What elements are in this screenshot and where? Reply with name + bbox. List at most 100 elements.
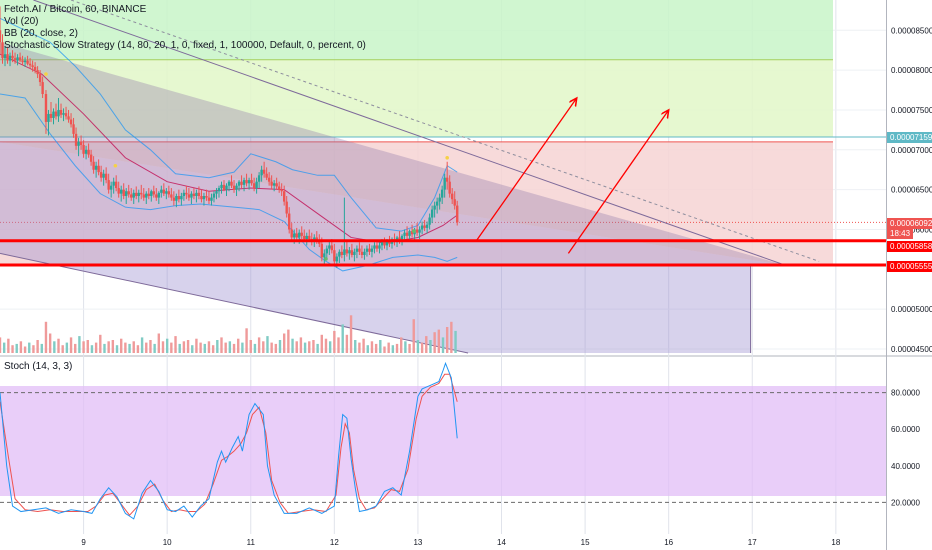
volume-bar — [337, 337, 340, 353]
volume-bars — [0, 315, 457, 353]
candle-body — [23, 60, 27, 63]
candle-body — [165, 191, 168, 194]
volume-legend[interactable]: Vol (20) — [4, 16, 39, 27]
candle-body — [114, 181, 118, 189]
candle-body — [31, 65, 34, 67]
volume-bar — [99, 334, 102, 353]
time-axis-label: 11 — [247, 538, 256, 547]
bb-legend[interactable]: BB (20, close, 2) — [4, 28, 78, 39]
volume-bar — [445, 327, 449, 353]
candle-body — [122, 189, 125, 197]
volume-bar — [82, 341, 85, 353]
volume-bar — [312, 340, 315, 353]
candle-body — [175, 196, 178, 201]
volume-bar — [420, 342, 424, 353]
time-axis-label: 10 — [163, 538, 172, 547]
stoch-axis-label: 40.0000 — [891, 462, 920, 471]
candle-body — [205, 196, 208, 198]
candle-body — [438, 197, 441, 202]
stoch-axis-label: 60.0000 — [891, 425, 920, 434]
candle-body — [152, 191, 155, 195]
volume-bar — [245, 328, 248, 353]
candle-body — [210, 197, 213, 201]
volume-bar — [274, 343, 278, 353]
volume-bar — [107, 341, 110, 353]
volume-bar — [429, 340, 432, 353]
candle-body — [200, 196, 203, 200]
volume-bar — [437, 329, 441, 353]
volume-bar — [119, 338, 123, 353]
fib-zone-top — [0, 0, 833, 60]
candle-body — [270, 181, 273, 186]
volume-bar — [165, 338, 169, 353]
candle-body — [378, 245, 381, 249]
volume-bar — [32, 345, 35, 353]
candle-body — [197, 192, 201, 197]
candle-body — [295, 233, 298, 238]
volume-bar — [320, 334, 324, 353]
candle-body — [388, 241, 391, 244]
time-axis-label: 17 — [748, 538, 757, 547]
volume-bar — [157, 333, 161, 353]
candle-body — [155, 194, 158, 198]
candle-body — [79, 141, 83, 146]
candle-body — [375, 245, 379, 249]
signal-marker — [411, 229, 416, 233]
candle-body — [418, 229, 421, 233]
candle-body — [420, 225, 424, 230]
candle-body — [308, 235, 311, 240]
price-axis-label: 0.00007500 — [891, 106, 932, 115]
bb-basis-line — [0, 53, 458, 244]
price-axis-label: 0.00008000 — [891, 66, 932, 75]
price-tag: 18:43 — [887, 228, 914, 239]
stoch-legend[interactable]: Stoch (14, 3, 3) — [4, 361, 73, 372]
volume-bar — [69, 337, 73, 353]
candle-body — [54, 111, 58, 117]
candle-body — [18, 57, 22, 61]
price-axis-label: 0.00007000 — [891, 146, 932, 155]
candle-body — [328, 245, 331, 249]
candle-body — [16, 57, 19, 61]
volume-bar — [395, 343, 399, 353]
signal-marker — [44, 72, 48, 76]
volume-bar — [86, 340, 89, 353]
strategy-legend[interactable]: Stochastic Slow Strategy (14, 80, 20, 1,… — [4, 40, 366, 51]
candle-body — [125, 191, 128, 197]
symbol-line[interactable]: Fetch.AI / Bitcoin, 60, BINANCE — [4, 4, 147, 15]
candlesticks — [0, 6, 459, 268]
volume-bar — [374, 343, 378, 353]
candle-body — [0, 30, 2, 43]
projection-arrows[interactable] — [475, 98, 668, 254]
candle-body — [140, 192, 143, 195]
candle-body — [247, 180, 251, 184]
candle-body — [97, 165, 100, 173]
candle-body — [456, 205, 459, 223]
candle-body — [275, 183, 278, 187]
candle-body — [177, 196, 181, 200]
candle-body — [99, 172, 103, 178]
candle-body — [338, 251, 341, 257]
candle-body — [440, 189, 444, 198]
volume-bar — [207, 341, 211, 353]
volume-bar — [36, 340, 39, 353]
candle-body — [325, 248, 329, 254]
candle-body — [59, 109, 63, 115]
candle-body — [89, 154, 93, 162]
volume-bar — [341, 324, 344, 353]
candle-body — [217, 188, 221, 192]
support-levels[interactable] — [0, 239, 886, 267]
volume-bar — [65, 342, 69, 353]
candle-body — [167, 191, 171, 195]
volume-bar — [295, 341, 298, 353]
candle-body — [448, 181, 451, 194]
volume-bar — [412, 319, 415, 353]
volume-bar — [191, 345, 194, 353]
candle-body — [323, 253, 326, 258]
candle-body — [272, 183, 276, 186]
candle-body — [403, 232, 406, 236]
candle-body — [137, 192, 140, 197]
volume-bar — [278, 340, 282, 353]
volume-bar — [7, 338, 10, 353]
candle-body — [408, 231, 411, 236]
